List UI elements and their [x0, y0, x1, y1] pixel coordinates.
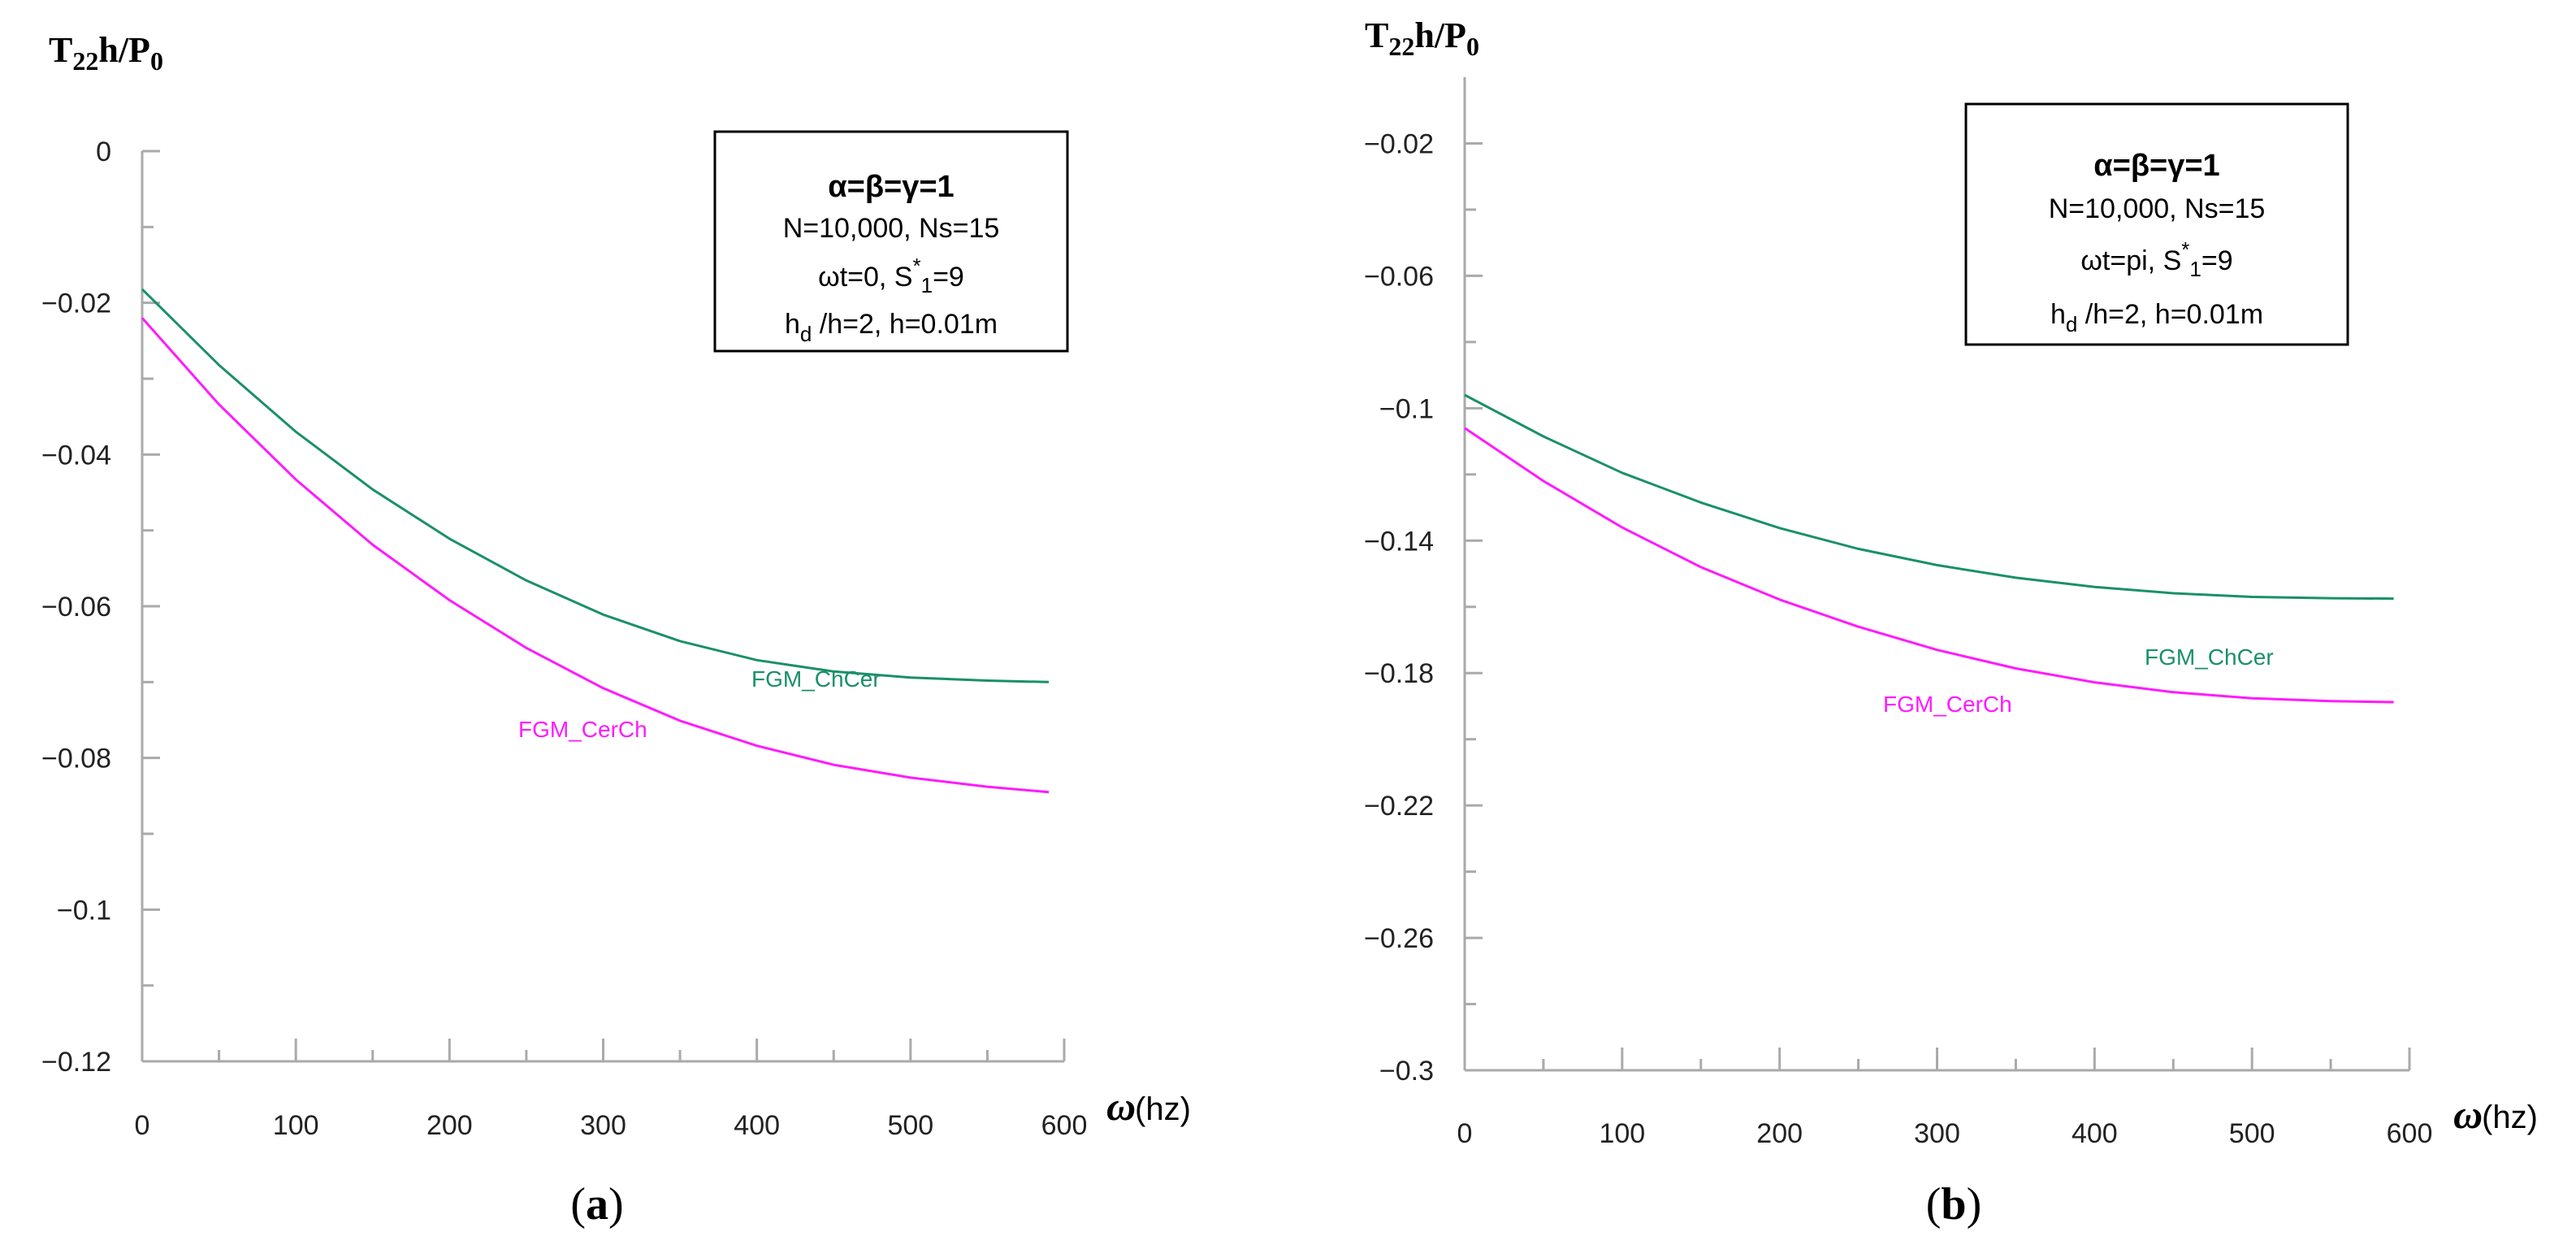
panel-a-y-tick-label: 0	[96, 137, 111, 167]
panel-b-y-tick-label: −0.02	[1364, 128, 1434, 159]
panel-a-annotation-box: α=β=γ=1 N=10,000, Ns=15 ωt=0, S*1=9 hd /…	[713, 130, 1069, 353]
panel-b-series-label: FGM_CerCh	[1883, 692, 2012, 717]
annotation-line-4: hd /h=2, h=0.01m	[2050, 299, 2263, 336]
panel-b-y-tick-label: −0.14	[1364, 526, 1434, 557]
panel-a: T22h/P0 0 −0.02 −0.04 −0.06 −0.08 −0.1 −0.12 0…	[41, 30, 1191, 1230]
panel-b-y-tick-label: −0.22	[1364, 791, 1434, 822]
panel-b-x-tick-label: 0	[1457, 1118, 1473, 1149]
panel-b-label: (b)	[1926, 1179, 1981, 1230]
annotation-line-2: N=10,000, Ns=15	[2049, 193, 2266, 224]
panel-a-series-label: FGM_CerCh	[518, 717, 647, 742]
panel-b-y-tick-label: −0.26	[1364, 923, 1434, 954]
panel-b-y-tick-label: −0.06	[1364, 261, 1434, 292]
panel-b-y-tick-label: −0.18	[1364, 658, 1434, 689]
panel-a-series: FGM_ChCer FGM_CerCh	[141, 288, 1050, 794]
panel-b-x-tick-label: 200	[1756, 1118, 1803, 1149]
panel-b-y-tick-label: −0.1	[1379, 393, 1434, 424]
panel-a-y-axis-title: T22h/P0	[49, 30, 163, 76]
panel-a-series-fgm-cerch	[141, 317, 1050, 794]
annotation-line-1: α=β=γ=1	[828, 170, 954, 204]
panel-a-x-tick-label: 300	[580, 1110, 626, 1141]
panel-a-y-tick-label: −0.04	[41, 440, 111, 471]
panel-a-y-ticks: 0 −0.02 −0.04 −0.06 −0.08 −0.1 −0.12	[41, 137, 160, 1078]
annotation-line-2: N=10,000, Ns=15	[783, 213, 1000, 244]
panel-b-x-ticks: 0 100 200 300 400 500 600	[1457, 1048, 2433, 1149]
panel-b-series-label: FGM_ChCer	[2145, 644, 2274, 670]
annotation-line-4: hd /h=2, h=0.01m	[785, 309, 998, 346]
panel-a-x-axis-unit: (hz)	[1135, 1091, 1191, 1127]
panel-a-x-tick-label: 0	[135, 1110, 150, 1141]
panel-a-x-tick-label: 100	[273, 1110, 319, 1141]
panel-a-x-tick-label: 200	[426, 1110, 473, 1141]
panel-b-x-tick-label: 300	[1914, 1118, 1960, 1149]
panel-b-x-tick-label: 600	[2387, 1118, 2433, 1149]
panel-b-x-axis-symbol: ω	[2453, 1091, 2483, 1137]
panel-a-x-tick-label: 500	[887, 1110, 933, 1141]
annotation-line-3: ωt=pi, S*1=9	[2080, 237, 2232, 281]
panel-a-x-tick-label: 400	[734, 1110, 780, 1141]
panel-b-series-fgm-chcer	[1464, 393, 2394, 601]
panel-b-x-tick-label: 100	[1599, 1118, 1645, 1149]
panel-a-y-tick-label: −0.1	[57, 895, 111, 926]
panel-a-y-tick-label: −0.12	[41, 1047, 111, 1078]
panel-a-y-tick-label: −0.08	[41, 744, 111, 774]
panel-b-y-axis-title: T22h/P0	[1365, 15, 1479, 61]
panel-a-series-fgm-chcer	[141, 288, 1050, 683]
panel-b-series-fgm-cerch	[1464, 427, 2394, 704]
panel-a-label: (a)	[570, 1179, 623, 1230]
panel-b-annotation-box: α=β=γ=1 N=10,000, Ns=15 ωt=pi, S*1=9 hd …	[1964, 102, 2349, 346]
panel-b-y-tick-label: −0.3	[1379, 1056, 1434, 1087]
panel-a-series-label: FGM_ChCer	[751, 666, 881, 692]
panel-a-y-tick-label: −0.06	[41, 592, 111, 622]
panel-b-x-axis-unit: (hz)	[2482, 1100, 2538, 1135]
panel-b-x-tick-label: 500	[2229, 1118, 2275, 1149]
panel-a-x-ticks: 0 100 200 300 400 500 600	[135, 1039, 1088, 1141]
panel-b-y-ticks: −0.02 −0.06 −0.1 −0.14 −0.18 −0.22 −0.26 −0.3	[1364, 77, 1483, 1087]
panel-b: T22h/P0 −0.02−0.06−0.1−0.14−0.18−0.22−0.…	[1364, 15, 2538, 1230]
panel-a-y-tick-label: −0.02	[41, 288, 111, 319]
panel-b-series: FGM_ChCer FGM_CerCh	[1464, 393, 2394, 717]
annotation-line-1: α=β=γ=1	[2093, 149, 2219, 183]
panel-a-x-axis-symbol: ω	[1106, 1083, 1136, 1129]
panel-b-x-tick-label: 400	[2072, 1118, 2118, 1149]
panel-a-x-tick-label: 600	[1041, 1110, 1088, 1141]
annotation-line-3: ωt=0, S*1=9	[818, 254, 964, 297]
